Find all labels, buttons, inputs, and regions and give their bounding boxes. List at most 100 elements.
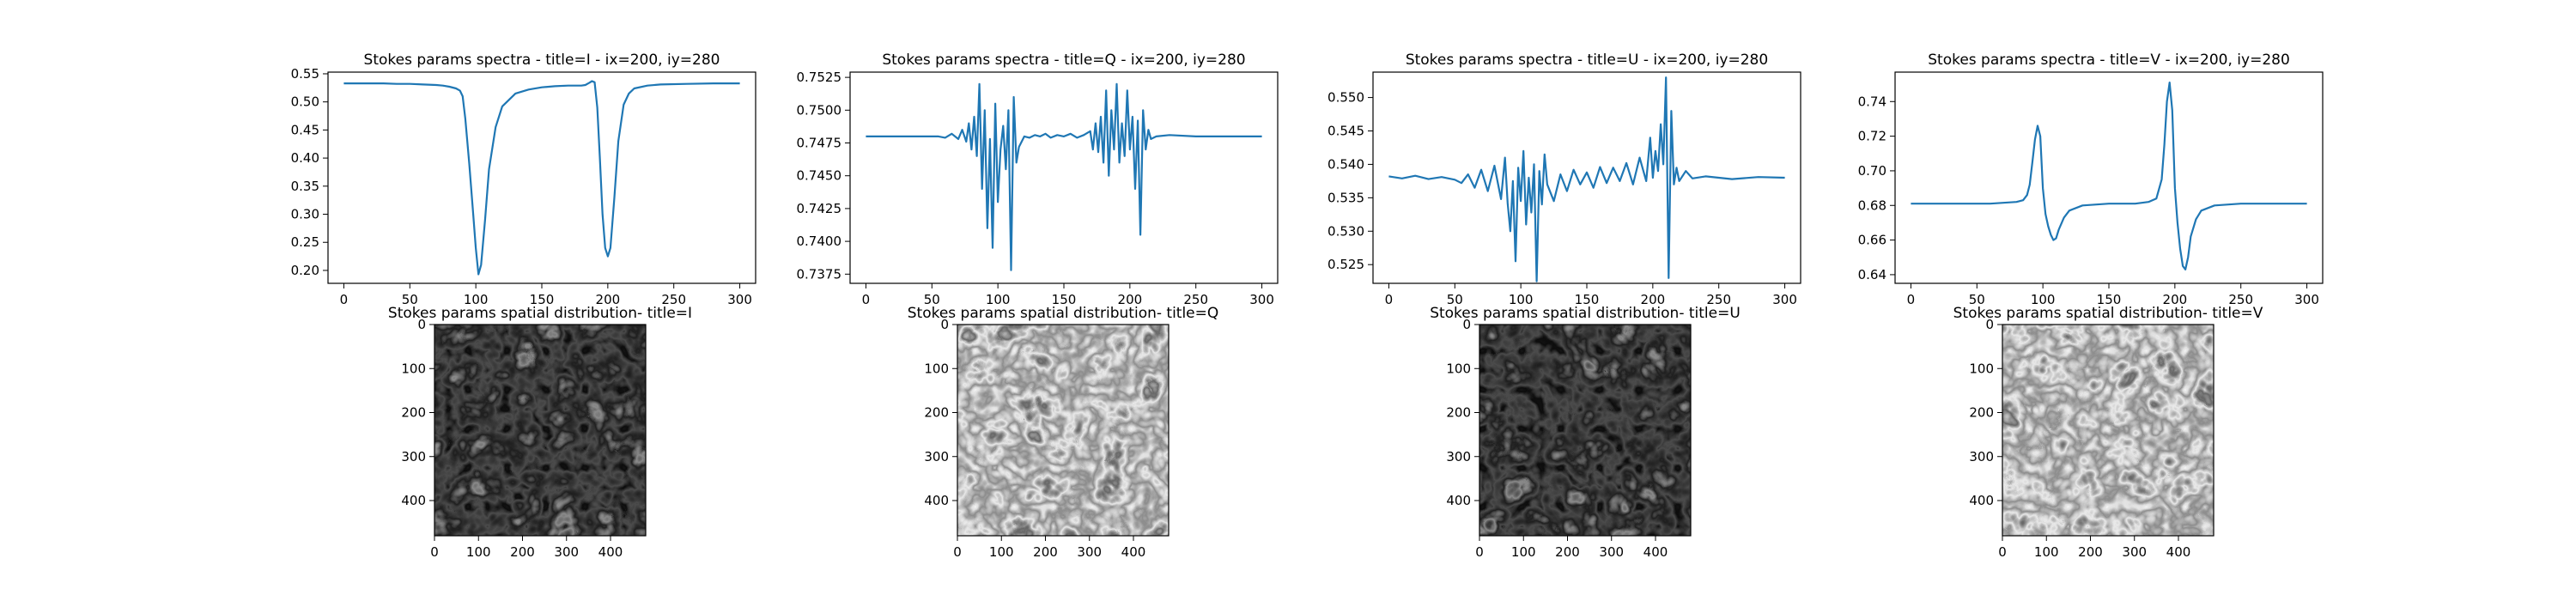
x-tick-label: 0 bbox=[862, 292, 871, 307]
y-tick-label: 0.7450 bbox=[797, 168, 842, 184]
series-line-U bbox=[1388, 76, 1785, 282]
x-tick-label: 100 bbox=[466, 544, 491, 560]
y-tick-label: 400 bbox=[401, 493, 426, 508]
y-tick-label: 400 bbox=[1446, 493, 1471, 508]
axes-frame bbox=[1894, 71, 2324, 284]
y-tick-label: 300 bbox=[1446, 449, 1471, 464]
y-tick-label: 100 bbox=[401, 361, 426, 376]
series-line-I bbox=[343, 80, 740, 276]
plot-title: Stokes params spectra - title=Q - ix=200… bbox=[882, 52, 1245, 69]
y-tick-label: 300 bbox=[1969, 449, 1994, 464]
axes-frame bbox=[327, 71, 756, 284]
map-title: Stokes params spatial distribution- titl… bbox=[1953, 305, 2263, 322]
plot-title: Stokes params spectra - title=I - ix=200… bbox=[364, 52, 720, 69]
x-tick-label: 100 bbox=[2031, 292, 2056, 307]
intensity-image bbox=[957, 325, 1169, 536]
series-line-Q bbox=[866, 82, 1262, 271]
y-tick-label: 0.7525 bbox=[797, 70, 842, 85]
x-tick-label: 50 bbox=[1447, 292, 1463, 307]
x-tick-label: 250 bbox=[2228, 292, 2253, 307]
intensity-image bbox=[434, 325, 646, 536]
image-frame bbox=[2002, 324, 2215, 537]
y-tick-label: 0 bbox=[940, 317, 949, 332]
y-tick-label: 0.74 bbox=[1858, 94, 1886, 109]
spectrum-plot-4: Stokes params spectra - title=V - ix=200… bbox=[1858, 52, 2324, 307]
x-tick-label: 250 bbox=[661, 292, 686, 307]
x-tick-label: 200 bbox=[1641, 292, 1666, 307]
y-tick-label: 0.7475 bbox=[797, 136, 842, 151]
y-tick-label: 0.7375 bbox=[797, 266, 842, 282]
spectrum-plot-2: Stokes params spectra - title=Q - ix=200… bbox=[797, 52, 1279, 307]
x-tick-label: 400 bbox=[598, 544, 623, 560]
y-tick-label: 0.540 bbox=[1327, 156, 1364, 172]
y-tick-label: 200 bbox=[401, 405, 426, 421]
map-title: Stokes params spatial distribution- titl… bbox=[388, 305, 692, 322]
y-tick-label: 0.7425 bbox=[797, 201, 842, 216]
y-tick-label: 100 bbox=[1969, 361, 1994, 376]
y-tick-label: 0 bbox=[417, 317, 426, 332]
x-tick-label: 0 bbox=[1998, 544, 2007, 560]
spectrum-plot-3: Stokes params spectra - title=U - ix=200… bbox=[1327, 52, 1801, 307]
spectrum-plot-1: Stokes params spectra - title=I - ix=200… bbox=[291, 52, 756, 307]
x-tick-label: 50 bbox=[924, 292, 940, 307]
x-tick-label: 150 bbox=[530, 292, 555, 307]
image-frame bbox=[957, 324, 1170, 537]
y-tick-label: 0.550 bbox=[1327, 90, 1364, 106]
spatial-map-3: Stokes params spatial distribution- titl… bbox=[1430, 305, 1741, 560]
x-tick-label: 200 bbox=[1033, 544, 1058, 560]
y-tick-label: 0.40 bbox=[291, 150, 319, 166]
x-tick-label: 200 bbox=[596, 292, 621, 307]
x-tick-label: 100 bbox=[464, 292, 489, 307]
y-tick-label: 0.70 bbox=[1858, 163, 1886, 179]
y-tick-label: 200 bbox=[1446, 405, 1471, 421]
y-tick-label: 0.525 bbox=[1327, 257, 1364, 272]
image-frame bbox=[1479, 324, 1692, 537]
y-tick-label: 400 bbox=[924, 493, 949, 508]
x-tick-label: 250 bbox=[1706, 292, 1731, 307]
y-tick-label: 0 bbox=[1462, 317, 1471, 332]
x-tick-label: 300 bbox=[1077, 544, 1102, 560]
y-tick-label: 0.20 bbox=[291, 263, 319, 278]
y-tick-label: 0.45 bbox=[291, 122, 319, 137]
x-tick-label: 0 bbox=[1475, 544, 1484, 560]
x-tick-label: 200 bbox=[2078, 544, 2103, 560]
x-tick-label: 100 bbox=[2034, 544, 2059, 560]
x-tick-label: 0 bbox=[430, 544, 439, 560]
x-tick-label: 200 bbox=[2163, 292, 2188, 307]
y-tick-label: 100 bbox=[924, 361, 949, 376]
x-tick-label: 300 bbox=[554, 544, 579, 560]
y-tick-label: 300 bbox=[401, 449, 426, 464]
series-line-V bbox=[1911, 82, 2307, 270]
y-tick-label: 0.7500 bbox=[797, 102, 842, 118]
axes-frame bbox=[849, 71, 1279, 284]
plot-title: Stokes params spectra - title=V - ix=200… bbox=[1928, 52, 2290, 69]
y-tick-label: 0.64 bbox=[1858, 267, 1886, 282]
image-frame bbox=[434, 324, 647, 537]
x-tick-label: 200 bbox=[1555, 544, 1580, 560]
x-tick-label: 100 bbox=[989, 544, 1014, 560]
y-tick-label: 0.50 bbox=[291, 94, 319, 110]
y-tick-label: 100 bbox=[1446, 361, 1471, 376]
x-tick-label: 50 bbox=[402, 292, 418, 307]
y-tick-label: 0.68 bbox=[1858, 197, 1886, 213]
y-tick-label: 200 bbox=[924, 405, 949, 421]
y-tick-label: 300 bbox=[924, 449, 949, 464]
x-tick-label: 0 bbox=[340, 292, 349, 307]
spatial-map-4: Stokes params spatial distribution- titl… bbox=[1953, 305, 2263, 560]
y-tick-label: 400 bbox=[1969, 493, 1994, 508]
y-tick-label: 0.530 bbox=[1327, 223, 1364, 239]
x-tick-label: 300 bbox=[727, 292, 752, 307]
x-tick-label: 0 bbox=[953, 544, 962, 560]
y-tick-label: 0.66 bbox=[1858, 233, 1886, 248]
x-tick-label: 300 bbox=[1599, 544, 1624, 560]
spatial-map-1: Stokes params spatial distribution- titl… bbox=[388, 305, 692, 560]
x-tick-label: 300 bbox=[1249, 292, 1274, 307]
x-tick-label: 200 bbox=[510, 544, 535, 560]
x-tick-label: 150 bbox=[2097, 292, 2122, 307]
x-tick-label: 300 bbox=[2122, 544, 2147, 560]
y-tick-label: 0 bbox=[1985, 317, 1994, 332]
x-tick-label: 300 bbox=[1772, 292, 1797, 307]
spatial-map-2: Stokes params spatial distribution- titl… bbox=[908, 305, 1219, 560]
x-tick-label: 400 bbox=[2166, 544, 2191, 560]
